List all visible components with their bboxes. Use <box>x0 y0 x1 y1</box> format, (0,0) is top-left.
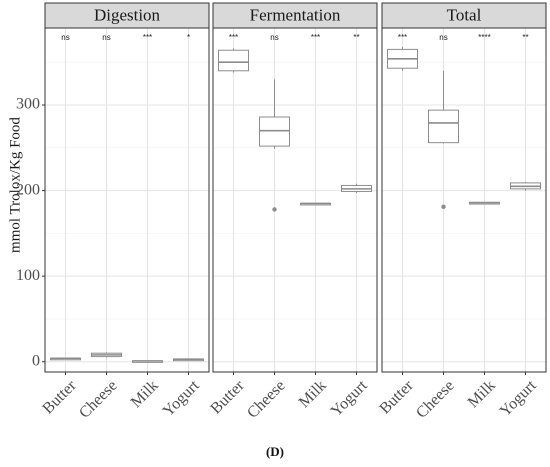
box-cheese <box>428 70 459 210</box>
outlier-point <box>441 204 446 210</box>
box-yogurt <box>341 183 372 194</box>
significance-label: ** <box>522 33 528 42</box>
box-butter <box>218 48 249 73</box>
box-yogurt <box>510 182 541 191</box>
box-iqr <box>428 109 459 144</box>
box-milk <box>132 360 163 363</box>
x-tick-label: Butter <box>39 377 80 418</box>
significance-label: *** <box>311 33 320 42</box>
panel-background <box>213 28 377 372</box>
facet-strip <box>381 2 547 29</box>
box-butter <box>387 46 418 71</box>
x-tick-label: Yogurt <box>497 377 540 420</box>
figure-caption: (D) <box>265 444 285 459</box>
x-tick-label: Milk <box>296 377 330 411</box>
x-tick-label: Cheese <box>244 377 289 422</box>
significance-label: ** <box>353 33 359 42</box>
significance-label: ns <box>61 33 69 42</box>
significance-label: *** <box>143 33 152 42</box>
box-cheese <box>91 352 122 358</box>
y-tick-label: 300 <box>16 96 40 113</box>
panel-border <box>212 27 378 373</box>
significance-label: *** <box>398 33 407 42</box>
x-tick-label: Yogurt <box>160 377 203 420</box>
significance-label: ns <box>439 33 447 42</box>
outlier-point <box>272 207 277 212</box>
x-tick-label: Cheese <box>76 377 121 422</box>
box-yogurt <box>173 358 204 362</box>
panel-background <box>45 28 209 372</box>
x-tick-label: Milk <box>465 377 499 411</box>
facet-strip <box>44 2 210 29</box>
facet-title: Digestion <box>94 5 161 24</box>
y-tick-label: 100 <box>16 267 40 284</box>
y-tick-label: 0 <box>32 352 40 369</box>
x-tick-label: Cheese <box>413 377 458 422</box>
significance-label: ns <box>102 33 110 42</box>
x-tick-label: Yogurt <box>328 377 371 420</box>
y-axis-ticks: 0 100 200 300 <box>16 96 45 369</box>
significance-label: **** <box>478 33 490 42</box>
significance-label: *** <box>229 33 238 42</box>
box-iqr <box>218 49 249 72</box>
facet-title: Total <box>447 5 482 24</box>
facet-strip <box>212 2 378 29</box>
significance-label: * <box>187 33 190 42</box>
panel-background <box>382 28 546 372</box>
significance-label: ns <box>270 33 278 42</box>
panel-border <box>44 27 210 373</box>
box-cheese <box>259 79 290 212</box>
y-axis-label: mmol Trolox/Kg Food <box>7 117 23 253</box>
x-tick-label: Butter <box>376 377 417 418</box>
box-iqr <box>259 116 290 147</box>
box-butter <box>50 357 81 361</box>
x-tick-label: Milk <box>128 377 162 411</box>
y-tick-label: 200 <box>16 181 40 198</box>
x-tick-label: Butter <box>207 377 248 418</box>
panel-border <box>381 27 547 373</box>
facet-title: Fermentation <box>250 5 341 24</box>
box-milk <box>469 201 500 205</box>
box-milk <box>300 202 331 206</box>
